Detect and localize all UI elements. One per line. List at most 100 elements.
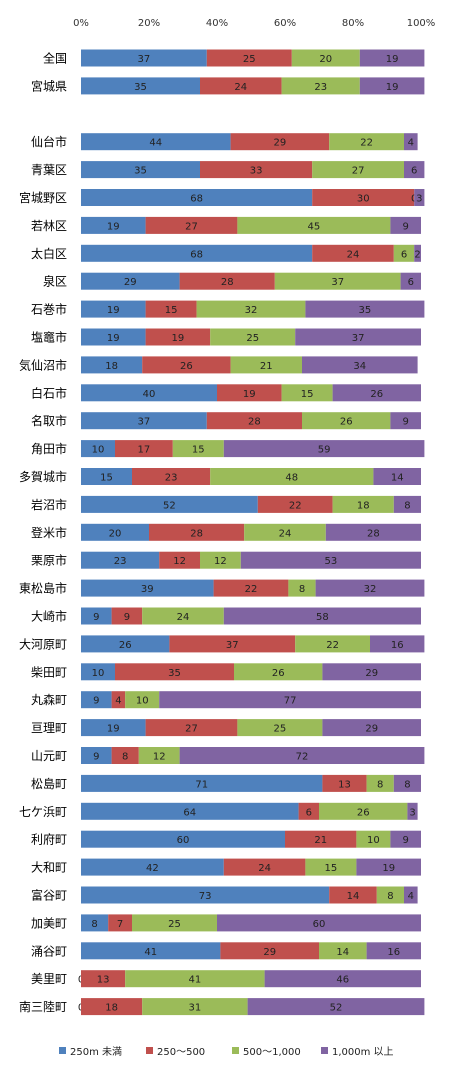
bar-segment [393, 495, 421, 513]
bar-segment [400, 272, 421, 290]
category-label: 石巻市 [31, 302, 67, 317]
bar-segment [210, 328, 296, 346]
bar-segment [393, 244, 415, 262]
data-label: 17 [138, 445, 151, 456]
bar-segment [138, 747, 180, 764]
data-label: 14 [347, 891, 360, 902]
bar-segment [81, 189, 313, 206]
bar-segment [407, 802, 418, 820]
data-label: 16 [387, 947, 400, 958]
data-label: 23 [314, 82, 327, 93]
bar-segment [81, 663, 115, 681]
data-label: 20 [109, 528, 122, 539]
bar-segment [291, 49, 360, 67]
legend-label: 250〜500 [157, 1047, 205, 1058]
bar-segment [81, 719, 146, 737]
data-label: 60 [313, 919, 326, 930]
data-label: 29 [124, 277, 137, 288]
data-label: 41 [189, 975, 202, 986]
data-label: 8 [91, 919, 97, 930]
category-label: 名取市 [31, 413, 67, 428]
data-label: 31 [189, 1003, 202, 1014]
bar-segment [322, 663, 421, 681]
category-label: 泉区 [43, 275, 67, 289]
bar-segment [247, 998, 425, 1016]
bar-segment [359, 49, 425, 67]
bar-segment [356, 858, 421, 876]
legend-label: 500〜1,000 [243, 1047, 301, 1058]
bar-segment [329, 886, 377, 904]
bar-segment [81, 77, 200, 95]
data-label: 8 [404, 779, 410, 790]
data-label: 14 [391, 473, 404, 484]
category-label: 全国 [43, 51, 67, 66]
data-label: 19 [107, 305, 120, 316]
bar-segment [111, 607, 143, 625]
bar-segment [81, 495, 258, 513]
data-label: 15 [165, 305, 178, 316]
category-label: 太白区 [31, 246, 67, 261]
data-label: 4 [408, 891, 414, 902]
legend-swatch [232, 1047, 239, 1054]
legend-label: 250m 未満 [70, 1046, 122, 1058]
category-label: 利府町 [31, 832, 67, 847]
data-label: 64 [183, 807, 196, 818]
data-label: 9 [93, 752, 99, 763]
bar-segment [132, 914, 217, 932]
data-label: 3 [416, 194, 422, 205]
data-label: 72 [296, 752, 309, 763]
bar-segment [81, 691, 112, 709]
bar-segment [288, 579, 316, 597]
data-label: 9 [124, 612, 130, 623]
bar-segment [302, 412, 391, 430]
data-label: 52 [330, 1003, 343, 1014]
bar-segment [404, 886, 418, 904]
bar-segment [81, 942, 221, 960]
category-label: 亘理町 [31, 721, 67, 735]
bar-segment [206, 412, 302, 430]
category-label: 登米市 [31, 525, 67, 540]
bar-segment [81, 635, 170, 653]
bar-segment [325, 523, 421, 541]
bar-segment [145, 328, 211, 346]
bar-segment [196, 300, 306, 318]
bar-segment [179, 747, 425, 764]
data-label: 41 [144, 947, 157, 958]
data-label: 6 [306, 807, 312, 818]
data-label: 13 [97, 975, 110, 986]
bar-segment [81, 356, 143, 374]
data-label: 19 [107, 221, 120, 232]
bar-segment [81, 49, 207, 67]
bar-segment [223, 440, 425, 458]
bar-segment [142, 607, 224, 625]
bar-segment [217, 914, 421, 932]
bar-segment [295, 328, 421, 346]
data-label: 16 [391, 640, 404, 651]
bar-segment [159, 551, 200, 569]
bar-segment [159, 691, 421, 709]
bar-segment [322, 719, 421, 737]
data-label: 27 [352, 166, 365, 177]
data-label: 32 [245, 305, 258, 316]
bar-segment [390, 830, 421, 848]
bar-segment [81, 412, 207, 430]
data-label: 19 [172, 333, 185, 344]
data-label: 59 [318, 445, 331, 456]
legend-swatch [146, 1047, 153, 1054]
data-label: 6 [411, 166, 417, 177]
category-label: 富谷町 [31, 888, 67, 903]
data-label: 68 [190, 249, 203, 260]
bar-segment [264, 970, 421, 988]
category-label: 塩竈市 [31, 330, 67, 345]
bar-segment [366, 774, 394, 792]
data-label: 25 [168, 919, 181, 930]
bar-segment [322, 774, 367, 792]
data-label: 15 [325, 863, 338, 874]
category-label: 青葉区 [31, 163, 67, 177]
bar-segment [305, 858, 357, 876]
bar-segment [315, 579, 425, 597]
bar-segment [376, 886, 404, 904]
data-label: 24 [258, 863, 271, 874]
data-label: 27 [185, 724, 198, 735]
bar-segment [393, 774, 421, 792]
